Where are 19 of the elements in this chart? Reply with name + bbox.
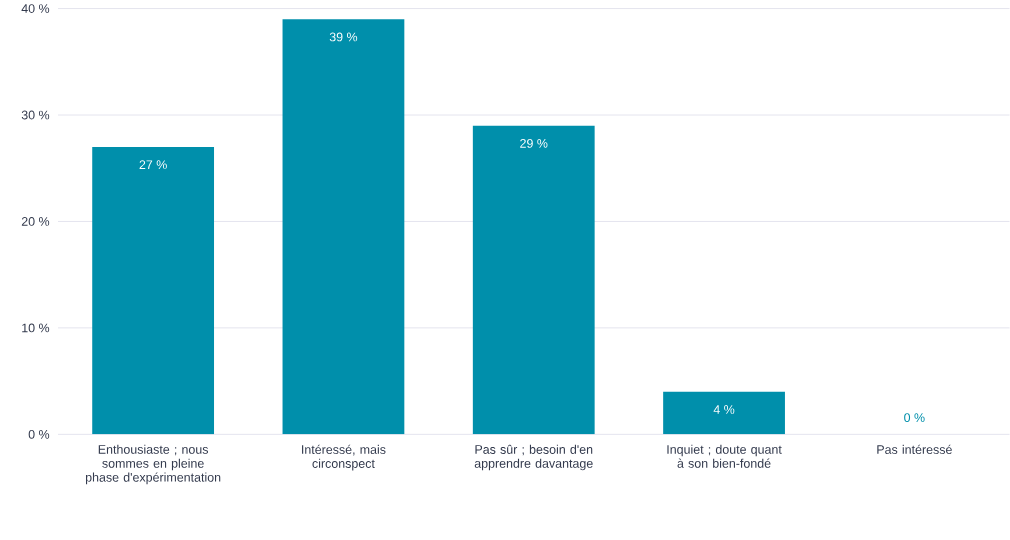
y-tick-label: 20 % (21, 216, 50, 226)
x-tick-label: Pas intéressé (877, 444, 952, 454)
y-tick-label: 10 % (22, 323, 50, 333)
y-tick-label: 0 % (28, 429, 50, 439)
data-label: 27 % (139, 160, 167, 169)
bar (663, 391, 785, 435)
x-tick-label: Enthousiaste ; nous sommes en pleine phase d'expérimentation (85, 444, 221, 485)
y-tick-label: 40 % (21, 4, 50, 13)
data-label: 39 % (329, 32, 358, 42)
data-label: 4 % (713, 404, 735, 414)
data-label: 0 % (904, 413, 925, 422)
bar (472, 125, 595, 435)
x-tick-label: Intéressé, mais circonspect (302, 444, 386, 471)
bar (92, 146, 215, 435)
bar (282, 19, 405, 435)
y-tick-label: 30 % (21, 110, 50, 120)
data-label: 29 % (520, 138, 548, 148)
x-tick-label: Pas sûr ; besoin d'en apprendre davantage (474, 444, 593, 471)
x-tick-label: Inquiet ; doute quant à son bien-fondé (667, 444, 782, 468)
